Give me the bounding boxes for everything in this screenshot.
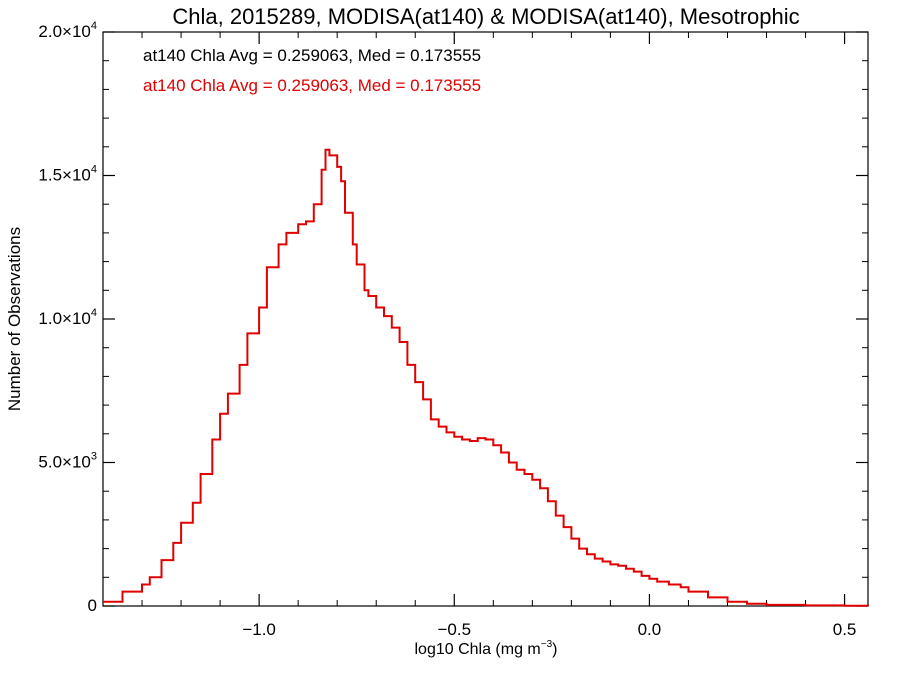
legend-entry-red: at140 Chla Avg = 0.259063, Med = 0.17355…	[143, 76, 481, 95]
x-tick-labels: −1.0 −0.5 0.0 0.5	[242, 620, 856, 639]
y-tick-label: 0	[88, 596, 97, 615]
x-tick-label: −0.5	[437, 620, 471, 639]
legend-entry-black: at140 Chla Avg = 0.259063, Med = 0.17355…	[143, 46, 481, 65]
series-line-red	[103, 148, 869, 607]
x-tick-label: 0.5	[833, 620, 857, 639]
x-tick-label: 0.0	[638, 620, 662, 639]
y-axis-label: Number of Observations	[5, 227, 24, 411]
y-tick-label: 1.0×104	[38, 307, 97, 328]
chart-title: Chla, 2015289, MODISA(at140) & MODISA(at…	[172, 4, 799, 29]
plot-frame	[102, 31, 869, 607]
axis-ticks	[103, 31, 868, 607]
x-tick-label: −1.0	[242, 620, 276, 639]
y-tick-labels: 0 5.0×103 1.0×104 1.5×104 2.0×104	[38, 20, 97, 615]
y-tick-label: 1.5×104	[38, 164, 97, 185]
y-tick-label: 2.0×104	[38, 20, 97, 41]
y-tick-label: 5.0×103	[38, 451, 97, 472]
x-axis-label: log10 Chla (mg m−3)	[414, 639, 557, 658]
